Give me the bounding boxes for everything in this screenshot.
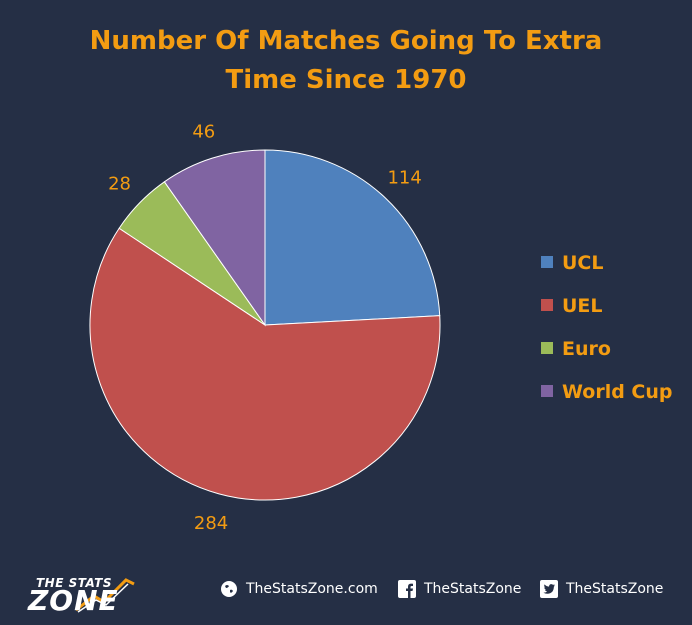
- legend-label-world-cup: World Cup: [562, 381, 673, 403]
- pie-slice-world-cup: [163, 149, 266, 327]
- legend-swatch-euro: [541, 342, 553, 354]
- stats-zone-logo: THE STATS ZONE: [24, 568, 154, 617]
- data-label-uel: 284: [194, 513, 228, 534]
- footer: THE STATS ZONE TheStatsZone.com TheStats…: [0, 560, 692, 625]
- legend-label-ucl: UCL: [562, 252, 603, 274]
- chart-title-line-1: Number Of Matches Going To Extra: [90, 26, 603, 56]
- legend-swatch-world-cup: [541, 385, 553, 397]
- legend-label-euro: Euro: [562, 338, 611, 360]
- logo-swoosh-icon: [75, 578, 135, 613]
- twitter-text: TheStatsZone: [566, 581, 664, 597]
- data-label-euro: 28: [108, 173, 131, 194]
- chart-title-line-2: Time Since 1970: [225, 65, 466, 95]
- pie-slice-uel: [89, 227, 441, 501]
- legend: UCL UEL Euro World Cup: [541, 252, 673, 403]
- pie-value-labels: 114 284 28 46: [108, 121, 422, 533]
- pie-chart: Number Of Matches Going To Extra Time Si…: [89, 26, 673, 534]
- legend-swatch-ucl: [541, 256, 553, 268]
- logo-text-bottom: ZONE: [28, 584, 119, 617]
- legend-swatch-uel: [541, 299, 553, 311]
- logo-text-top: THE STATS: [36, 576, 112, 590]
- pie-slice-ucl: [264, 149, 441, 326]
- twitter-icon: [540, 580, 558, 598]
- legend-label-uel: UEL: [562, 295, 603, 317]
- pie-slices: [89, 149, 441, 501]
- facebook-icon: [398, 580, 416, 598]
- website-link[interactable]: TheStatsZone.com: [220, 579, 378, 599]
- facebook-text: TheStatsZone: [424, 581, 522, 597]
- facebook-link[interactable]: TheStatsZone: [398, 579, 521, 599]
- globe-icon: [221, 581, 237, 597]
- twitter-link[interactable]: TheStatsZone: [540, 579, 663, 599]
- website-text: TheStatsZone.com: [246, 581, 378, 597]
- data-label-world-cup: 46: [192, 121, 215, 142]
- data-label-ucl: 114: [387, 168, 421, 189]
